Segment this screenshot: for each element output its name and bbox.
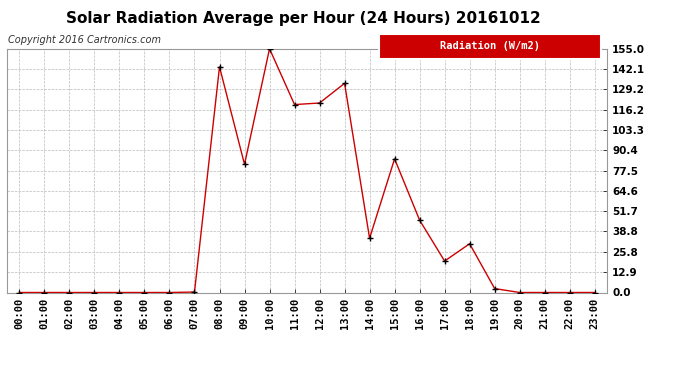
Text: Solar Radiation Average per Hour (24 Hours) 20161012: Solar Radiation Average per Hour (24 Hou… (66, 11, 541, 26)
Text: Radiation (W/m2): Radiation (W/m2) (440, 41, 540, 51)
FancyBboxPatch shape (379, 34, 601, 58)
Text: Copyright 2016 Cartronics.com: Copyright 2016 Cartronics.com (8, 35, 161, 45)
